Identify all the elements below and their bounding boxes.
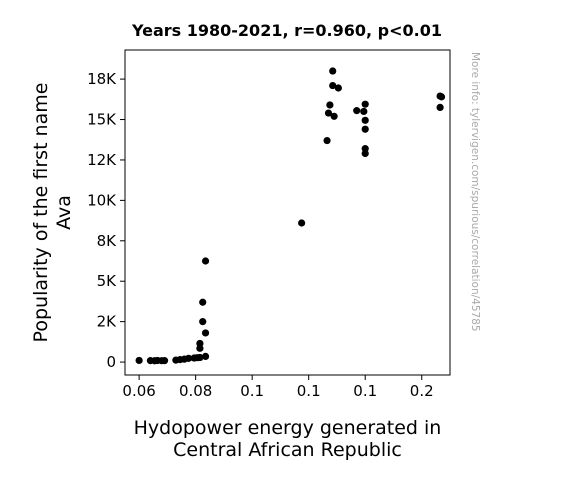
y-tick-label: 18K: [87, 70, 117, 88]
data-points: [135, 67, 446, 365]
data-point: [135, 356, 143, 365]
y-tick-label: 15K: [87, 111, 117, 129]
x-axis-label-line-1: Hydopower energy generated in: [134, 417, 442, 439]
data-point: [329, 81, 337, 90]
data-point: [326, 101, 334, 109]
y-axis-label-line-1: Popularity of the first name: [30, 83, 52, 343]
y-axis: 0 2K 5K 8K 10K 12K 15K 18K: [87, 70, 125, 371]
data-point: [437, 93, 446, 101]
data-point: [201, 329, 210, 337]
y-tick-label: 12K: [87, 151, 117, 169]
data-point: [196, 353, 204, 362]
data-point: [361, 100, 369, 108]
x-tick-label: 0.1: [297, 382, 321, 400]
data-point: [436, 103, 444, 112]
x-axis-label-line-2: Central African Republic: [173, 439, 402, 461]
y-tick-label: 8K: [97, 232, 118, 250]
x-tick-label: 0.2: [410, 382, 434, 400]
data-point: [361, 125, 369, 133]
data-point: [334, 84, 342, 92]
data-point: [298, 219, 306, 227]
data-point: [160, 357, 169, 365]
data-point: [184, 354, 193, 362]
x-axis: 0.06 0.08 0.1 0.1 0.1 0.2: [122, 375, 434, 400]
data-point: [323, 136, 331, 145]
y-tick-label: 10K: [87, 191, 117, 209]
x-tick-label: 0.1: [240, 382, 264, 400]
data-point: [199, 318, 207, 326]
data-point: [196, 339, 204, 348]
x-tick-label: 0.08: [179, 382, 212, 400]
data-point: [201, 352, 210, 361]
data-point: [361, 116, 369, 124]
data-point: [360, 107, 368, 116]
data-point: [353, 107, 361, 115]
source-note: More info: tylervigen.com/spurious/corre…: [469, 52, 481, 332]
plot-frame: [124, 49, 451, 376]
y-axis-label-line-2: Ava: [53, 195, 75, 230]
x-tick-label: 0.1: [353, 382, 377, 400]
data-point: [324, 109, 333, 117]
data-point: [330, 112, 338, 120]
y-tick-label: 2K: [97, 313, 118, 331]
y-tick-label: 5K: [97, 272, 118, 290]
chart-title: Years 1980-2021, r=0.960, p<0.01: [131, 21, 442, 40]
data-point: [199, 298, 207, 306]
x-tick-label: 0.06: [122, 382, 155, 400]
data-point: [201, 257, 210, 265]
data-point: [329, 67, 337, 75]
y-tick-label: 0: [106, 353, 116, 371]
data-point: [361, 149, 369, 158]
